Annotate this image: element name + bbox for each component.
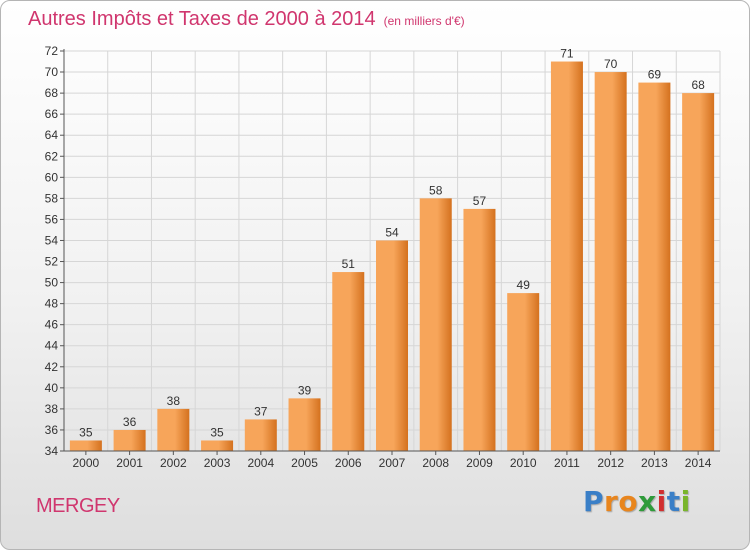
logo-letter: x [638, 485, 657, 518]
logo-letter: i [656, 485, 667, 518]
x-tick-label: 2009 [466, 456, 493, 470]
chart-unit: (en milliers d'€) [383, 14, 465, 28]
value-label: 35 [79, 425, 93, 439]
bar-2004 [244, 419, 277, 451]
bar-2008 [419, 198, 452, 451]
axes: 34 36 38 40 42 44 46 48 50 52 54 56 58 60 62 64 66 68 70 72… [45, 44, 720, 470]
x-tick-label: 2001 [116, 456, 143, 470]
bar-2011 [550, 61, 583, 452]
value-label: 39 [298, 383, 312, 397]
x-tick-label: 2008 [422, 456, 449, 470]
bar-2000 [69, 440, 102, 451]
y-tick-label: 42 [45, 360, 59, 374]
value-label: 36 [123, 415, 137, 429]
x-tick-label: 2003 [204, 456, 231, 470]
x-tick-label: 2000 [73, 456, 100, 470]
bar-2002 [157, 408, 190, 451]
bar-2001 [113, 429, 146, 451]
y-tick-label: 60 [45, 170, 59, 184]
x-tick-label: 2014 [685, 456, 712, 470]
y-tick-label: 62 [45, 149, 59, 163]
x-tick-label: 2013 [641, 456, 668, 470]
x-tick-label: 2002 [160, 456, 187, 470]
y-tick-label: 58 [45, 191, 59, 205]
y-tick-label: 34 [45, 444, 59, 458]
bar-2013 [638, 82, 671, 451]
value-label: 71 [560, 47, 574, 61]
city-name: MERGEY [36, 495, 120, 517]
y-tick-label: 70 [45, 65, 59, 79]
value-label: 51 [342, 257, 356, 271]
bars [69, 61, 715, 452]
logo-letter: o [618, 485, 639, 518]
logo-letter: i [680, 485, 691, 518]
bar-2012 [594, 72, 627, 451]
value-label: 38 [167, 394, 181, 408]
logo-letter: t [666, 485, 681, 518]
logo-letter: r [604, 485, 619, 518]
y-tick-label: 40 [45, 381, 59, 395]
y-tick-label: 72 [45, 44, 59, 58]
value-label: 49 [517, 278, 531, 292]
value-label: 54 [385, 225, 399, 239]
x-tick-label: 2011 [554, 456, 580, 470]
x-tick-label: 2007 [379, 456, 406, 470]
y-tick-label: 54 [45, 233, 59, 247]
value-label: 58 [429, 183, 443, 197]
value-label: 68 [691, 78, 705, 92]
value-label: 70 [604, 57, 618, 71]
chart-title: Autres Impôts et Taxes de 2000 à 2014 (en… [28, 8, 465, 31]
value-label: 35 [210, 425, 224, 439]
x-tick-label: 2004 [247, 456, 274, 470]
bar-2014 [682, 93, 715, 452]
bar-2006 [332, 272, 365, 451]
y-tick-label: 46 [45, 318, 59, 332]
value-label: 69 [648, 68, 662, 82]
y-tick-label: 44 [45, 339, 59, 353]
y-tick-label: 66 [45, 107, 59, 121]
y-tick-label: 52 [45, 255, 59, 269]
x-tick-label: 2005 [291, 456, 318, 470]
y-tick-label: 56 [45, 212, 59, 226]
y-tick-label: 48 [45, 297, 59, 311]
y-tick-label: 38 [45, 402, 59, 416]
y-tick-label: 36 [45, 423, 59, 437]
logo-letter: P [583, 485, 605, 518]
bar-2009 [463, 208, 496, 451]
y-tick-label: 64 [45, 128, 59, 142]
x-tick-label: 2006 [335, 456, 362, 470]
bar-2003 [201, 440, 234, 451]
y-tick-label: 68 [45, 86, 59, 100]
chart-title-text: Autres Impôts et Taxes de 2000 à 2014 [28, 8, 376, 30]
value-labels: 35 36 38 35 37 39 51 54 58 57 49 71 70 69 68 [79, 47, 705, 440]
bar-2010 [507, 293, 540, 451]
bar-2007 [376, 240, 408, 451]
y-tick-label: 50 [45, 276, 59, 290]
x-tick-label: 2012 [597, 456, 624, 470]
x-tick-label: 2010 [510, 456, 537, 470]
bar-2005 [288, 398, 321, 451]
proxiti-logo: Proxiti [583, 485, 691, 518]
value-label: 57 [473, 194, 487, 208]
value-label: 37 [254, 404, 268, 418]
